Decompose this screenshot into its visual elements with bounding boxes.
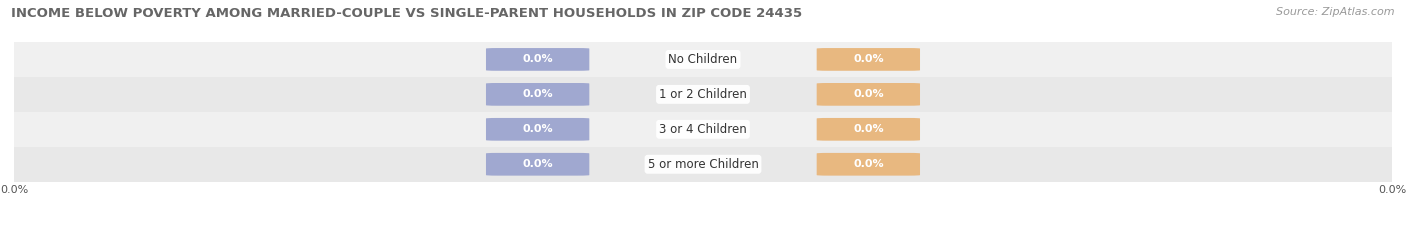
Text: 0.0%: 0.0% <box>523 89 553 99</box>
FancyBboxPatch shape <box>486 153 589 176</box>
FancyBboxPatch shape <box>817 153 920 176</box>
Text: Source: ZipAtlas.com: Source: ZipAtlas.com <box>1277 7 1395 17</box>
FancyBboxPatch shape <box>14 77 1392 112</box>
Text: 0.0%: 0.0% <box>853 55 883 64</box>
Text: 0.0%: 0.0% <box>853 89 883 99</box>
Text: No Children: No Children <box>668 53 738 66</box>
FancyBboxPatch shape <box>486 118 589 141</box>
Text: 5 or more Children: 5 or more Children <box>648 158 758 171</box>
Text: 0.0%: 0.0% <box>523 159 553 169</box>
Text: 1 or 2 Children: 1 or 2 Children <box>659 88 747 101</box>
FancyBboxPatch shape <box>486 83 589 106</box>
Text: 0.0%: 0.0% <box>523 124 553 134</box>
FancyBboxPatch shape <box>817 48 920 71</box>
FancyBboxPatch shape <box>14 147 1392 182</box>
Text: 0.0%: 0.0% <box>523 55 553 64</box>
FancyBboxPatch shape <box>817 83 920 106</box>
FancyBboxPatch shape <box>817 118 920 141</box>
Text: 0.0%: 0.0% <box>853 159 883 169</box>
Text: INCOME BELOW POVERTY AMONG MARRIED-COUPLE VS SINGLE-PARENT HOUSEHOLDS IN ZIP COD: INCOME BELOW POVERTY AMONG MARRIED-COUPL… <box>11 7 803 20</box>
FancyBboxPatch shape <box>14 42 1392 77</box>
FancyBboxPatch shape <box>14 112 1392 147</box>
Text: 0.0%: 0.0% <box>853 124 883 134</box>
Text: 3 or 4 Children: 3 or 4 Children <box>659 123 747 136</box>
FancyBboxPatch shape <box>486 48 589 71</box>
